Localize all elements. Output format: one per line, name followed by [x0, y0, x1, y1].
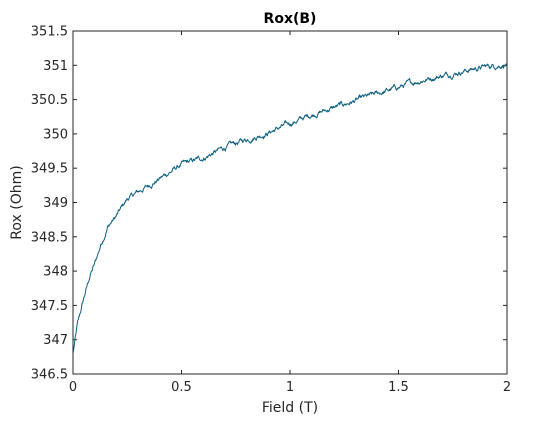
y-tick-label: 351.5: [31, 25, 68, 40]
y-tick-label: 348.5: [31, 230, 68, 245]
x-tick-label: 0: [69, 380, 77, 395]
chart-title: Rox(B): [264, 11, 317, 27]
y-tick-label: 349.5: [31, 162, 68, 177]
y-tick-label: 347: [43, 333, 68, 348]
y-tick-label: 347.5: [31, 299, 68, 314]
plot-frame: [72, 30, 508, 375]
y-tick-label: 349: [43, 196, 68, 211]
ticks-layer: 0 0.5 1 1.5 2 346.5 347 347.5 348 348.5 349 349.5 35…: [31, 25, 511, 396]
x-tick-label: 1.5: [388, 380, 409, 395]
y-tick-label: 348: [43, 265, 68, 280]
x-tick-label: 0.5: [171, 380, 192, 395]
series-line: [72, 63, 508, 354]
x-tick-label: 1: [286, 380, 294, 395]
series-layer: [72, 63, 508, 354]
x-axis-title: Field (T): [262, 400, 318, 416]
y-tick-label: 351: [43, 59, 68, 74]
y-axis-title: Rox (Ohm): [9, 165, 25, 239]
y-tick-label: 346.5: [31, 368, 68, 383]
y-tick-label: 350.5: [31, 93, 68, 108]
y-tick-label: 350: [43, 127, 68, 142]
plot-area: [73, 31, 507, 374]
x-tick-label: 2: [503, 380, 511, 395]
